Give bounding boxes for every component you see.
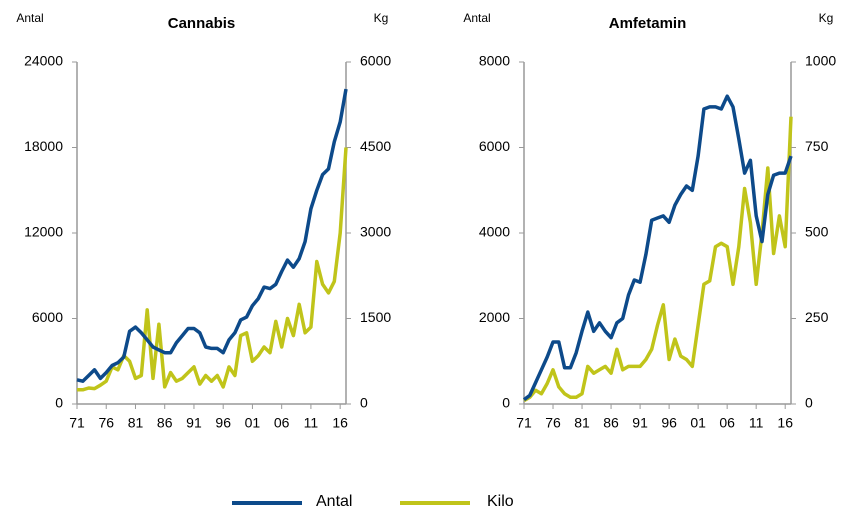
- x-tick-label: 06: [719, 415, 735, 431]
- line-series: [522, 94, 793, 402]
- x-tick-label: 81: [574, 415, 590, 431]
- x-tick-label: 86: [603, 415, 619, 431]
- y2-tick-label: 1500: [360, 309, 391, 325]
- y2-tick-label: 6000: [360, 53, 391, 69]
- x-tick-label: 01: [690, 415, 706, 431]
- chart-title: Amfetamin: [609, 15, 687, 32]
- y-axis-label: Antal: [16, 11, 43, 25]
- x-tick-label: 71: [516, 415, 532, 431]
- y-tick-label: 24000: [24, 53, 63, 69]
- y-axis-label: Antal: [463, 11, 490, 25]
- y-tick-label: 4000: [479, 224, 510, 240]
- y2-tick-label: 250: [805, 309, 829, 325]
- line-series: [523, 116, 793, 403]
- y2-tick-label: 4500: [360, 138, 391, 154]
- line-series: [76, 88, 348, 383]
- x-tick-label: 76: [98, 415, 114, 431]
- y-tick-label: 12000: [24, 224, 63, 240]
- x-tick-label: 96: [215, 415, 231, 431]
- y-tick-label: 0: [55, 395, 63, 411]
- x-tick-label: 96: [661, 415, 677, 431]
- y-tick-label: 18000: [24, 138, 63, 154]
- y2-tick-label: 750: [805, 138, 829, 154]
- x-tick-label: 81: [128, 415, 144, 431]
- y-tick-label: 8000: [479, 53, 510, 69]
- line-series: [77, 147, 348, 392]
- y-tick-label: 2000: [479, 309, 510, 325]
- x-tick-label: 01: [245, 415, 261, 431]
- y-tick-label: 0: [502, 395, 510, 411]
- y2-axis-label: Kg: [819, 11, 834, 25]
- y-tick-label: 6000: [32, 309, 63, 325]
- x-tick-label: 91: [186, 415, 202, 431]
- y2-tick-label: 0: [360, 395, 368, 411]
- chart-title: Cannabis: [168, 15, 236, 32]
- x-tick-label: 16: [777, 415, 793, 431]
- x-tick-label: 11: [304, 415, 319, 431]
- y2-tick-label: 3000: [360, 224, 391, 240]
- y2-tick-label: 500: [805, 224, 829, 240]
- y-tick-label: 6000: [479, 138, 510, 154]
- legend-label: Antal: [316, 493, 352, 510]
- x-tick-label: 11: [749, 415, 764, 431]
- x-tick-label: 76: [545, 415, 561, 431]
- x-tick-label: 91: [632, 415, 648, 431]
- x-tick-label: 06: [274, 415, 290, 431]
- y2-tick-label: 1000: [805, 53, 836, 69]
- x-tick-label: 86: [157, 415, 173, 431]
- x-tick-label: 71: [69, 415, 85, 431]
- legend-label: Kilo: [487, 493, 514, 510]
- y2-axis-label: Kg: [374, 11, 389, 25]
- y2-tick-label: 0: [805, 395, 813, 411]
- x-tick-label: 16: [332, 415, 348, 431]
